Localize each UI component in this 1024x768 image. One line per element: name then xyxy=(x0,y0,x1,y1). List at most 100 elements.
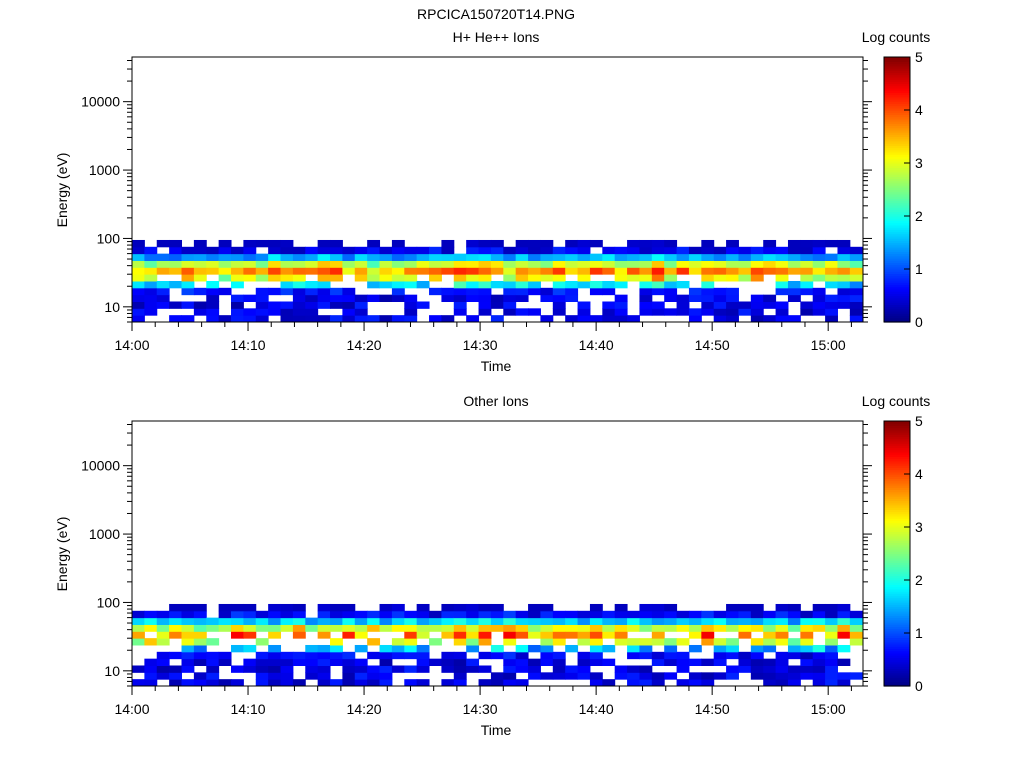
colorbar-swatch xyxy=(884,646,910,650)
spectrogram-cell xyxy=(156,239,170,248)
spectrogram-cell xyxy=(688,644,702,653)
colorbar-swatch xyxy=(884,582,910,586)
spectrogram-cell xyxy=(540,253,554,261)
colorbar-swatch xyxy=(884,557,910,561)
spectrogram-cell xyxy=(750,658,764,666)
x-tick-label: 14:00 xyxy=(114,701,149,717)
spectrogram-cell xyxy=(565,665,579,673)
colorbar-swatch xyxy=(884,454,910,457)
spectrogram-cell xyxy=(664,260,678,268)
spectrogram-cell xyxy=(181,624,195,632)
spectrogram-cell xyxy=(589,260,603,268)
spectrogram-cell xyxy=(181,253,195,261)
spectrogram-cell xyxy=(552,301,566,309)
spectrogram-cell xyxy=(812,260,826,268)
spectrogram-cell xyxy=(243,267,257,275)
colorbar-swatch xyxy=(884,200,910,204)
spectrogram-cell xyxy=(404,267,418,275)
spectrogram-cell xyxy=(317,651,331,660)
spectrogram-cell xyxy=(354,679,368,687)
spectrogram-cell xyxy=(726,603,739,612)
spectrogram-cell xyxy=(181,603,195,612)
spectrogram-cell xyxy=(763,267,777,275)
spectrogram-cell xyxy=(292,287,306,296)
spectrogram-cell xyxy=(763,672,777,680)
spectrogram-cell xyxy=(515,617,529,625)
spectrogram-cell xyxy=(701,679,715,687)
spectrogram-cell xyxy=(701,239,715,248)
spectrogram-cell xyxy=(800,665,814,673)
spectrogram-cell xyxy=(206,651,220,660)
spectrogram-cell xyxy=(429,658,442,666)
spectrogram-cell xyxy=(144,624,158,632)
colorbar-tick-label: 3 xyxy=(915,155,923,171)
spectrogram-cell xyxy=(614,665,628,673)
spectrogram-cell xyxy=(490,246,504,255)
spectrogram-cell xyxy=(565,239,579,248)
colorbar-swatch xyxy=(884,317,910,321)
spectrogram-cell xyxy=(651,603,665,612)
colorbar-swatch xyxy=(884,639,910,643)
spectrogram-cell xyxy=(800,301,814,309)
spectrogram-cell xyxy=(688,308,702,316)
spectrogram-cell xyxy=(391,294,405,302)
colorbar-swatch xyxy=(884,178,910,182)
spectrogram-cell xyxy=(490,610,504,619)
spectrogram-cell xyxy=(243,644,257,653)
colorbar-swatch xyxy=(884,257,910,261)
spectrogram-cell xyxy=(627,239,640,248)
spectrogram-cell xyxy=(540,610,554,619)
spectrogram-cell xyxy=(528,253,541,261)
spectrogram-cell xyxy=(206,267,220,275)
colorbar-swatch xyxy=(884,496,910,499)
spectrogram-cell xyxy=(515,253,529,261)
spectrogram-cell xyxy=(726,610,739,619)
spectrogram-cell xyxy=(404,274,418,282)
spectrogram-cell xyxy=(664,287,678,296)
spectrogram-cell xyxy=(292,253,306,261)
colorbar-swatch xyxy=(884,624,910,627)
spectrogram-cell xyxy=(280,624,294,632)
spectrogram-cell xyxy=(627,644,640,653)
colorbar-swatch xyxy=(884,427,910,431)
spectrogram-cell xyxy=(639,308,653,316)
spectrogram-cell xyxy=(849,631,863,639)
spectrogram-cell xyxy=(627,260,640,268)
spectrogram-cell xyxy=(132,679,145,687)
spectrogram-cell xyxy=(156,665,170,673)
spectrogram-cell xyxy=(515,287,529,296)
spectrogram-cell xyxy=(701,260,715,268)
colorbar-swatch xyxy=(884,198,910,202)
spectrogram-cell xyxy=(218,267,232,275)
spectrogram-cell xyxy=(540,658,554,666)
spectrogram-cell xyxy=(193,617,207,625)
spectrogram-cell xyxy=(416,624,430,632)
spectrogram-cell xyxy=(825,603,838,612)
colorbar-swatch xyxy=(884,518,910,521)
colorbar-tick-label: 4 xyxy=(915,466,923,482)
colorbar-swatch xyxy=(884,471,910,475)
spectrogram-cell xyxy=(478,679,492,687)
spectrogram-cell xyxy=(379,253,393,261)
colorbar-swatch xyxy=(884,92,910,96)
spectrogram-cell xyxy=(156,294,170,302)
spectrogram-cell xyxy=(825,672,838,680)
colorbar-tick-label: 2 xyxy=(915,572,923,588)
spectrogram-cell xyxy=(305,617,319,625)
spectrogram-cell xyxy=(701,246,715,255)
spectrogram-cell xyxy=(602,308,616,316)
spectrogram-cell xyxy=(750,274,764,282)
spectrogram-cell xyxy=(738,301,752,309)
spectrogram-cell xyxy=(342,617,356,625)
spectrogram-cell xyxy=(787,315,801,323)
spectrogram-cell xyxy=(478,638,492,646)
spectrogram-cell xyxy=(317,672,331,680)
spectrogram-cell xyxy=(255,274,269,282)
spectrogram-cell xyxy=(552,617,566,625)
spectrogram-cell xyxy=(255,267,269,275)
spectrogram-cell xyxy=(453,679,467,687)
spectrogram-cell xyxy=(713,610,727,619)
spectrogram-cell xyxy=(552,672,566,680)
spectrogram-cell xyxy=(639,239,653,248)
spectrogram-cell xyxy=(639,287,653,296)
